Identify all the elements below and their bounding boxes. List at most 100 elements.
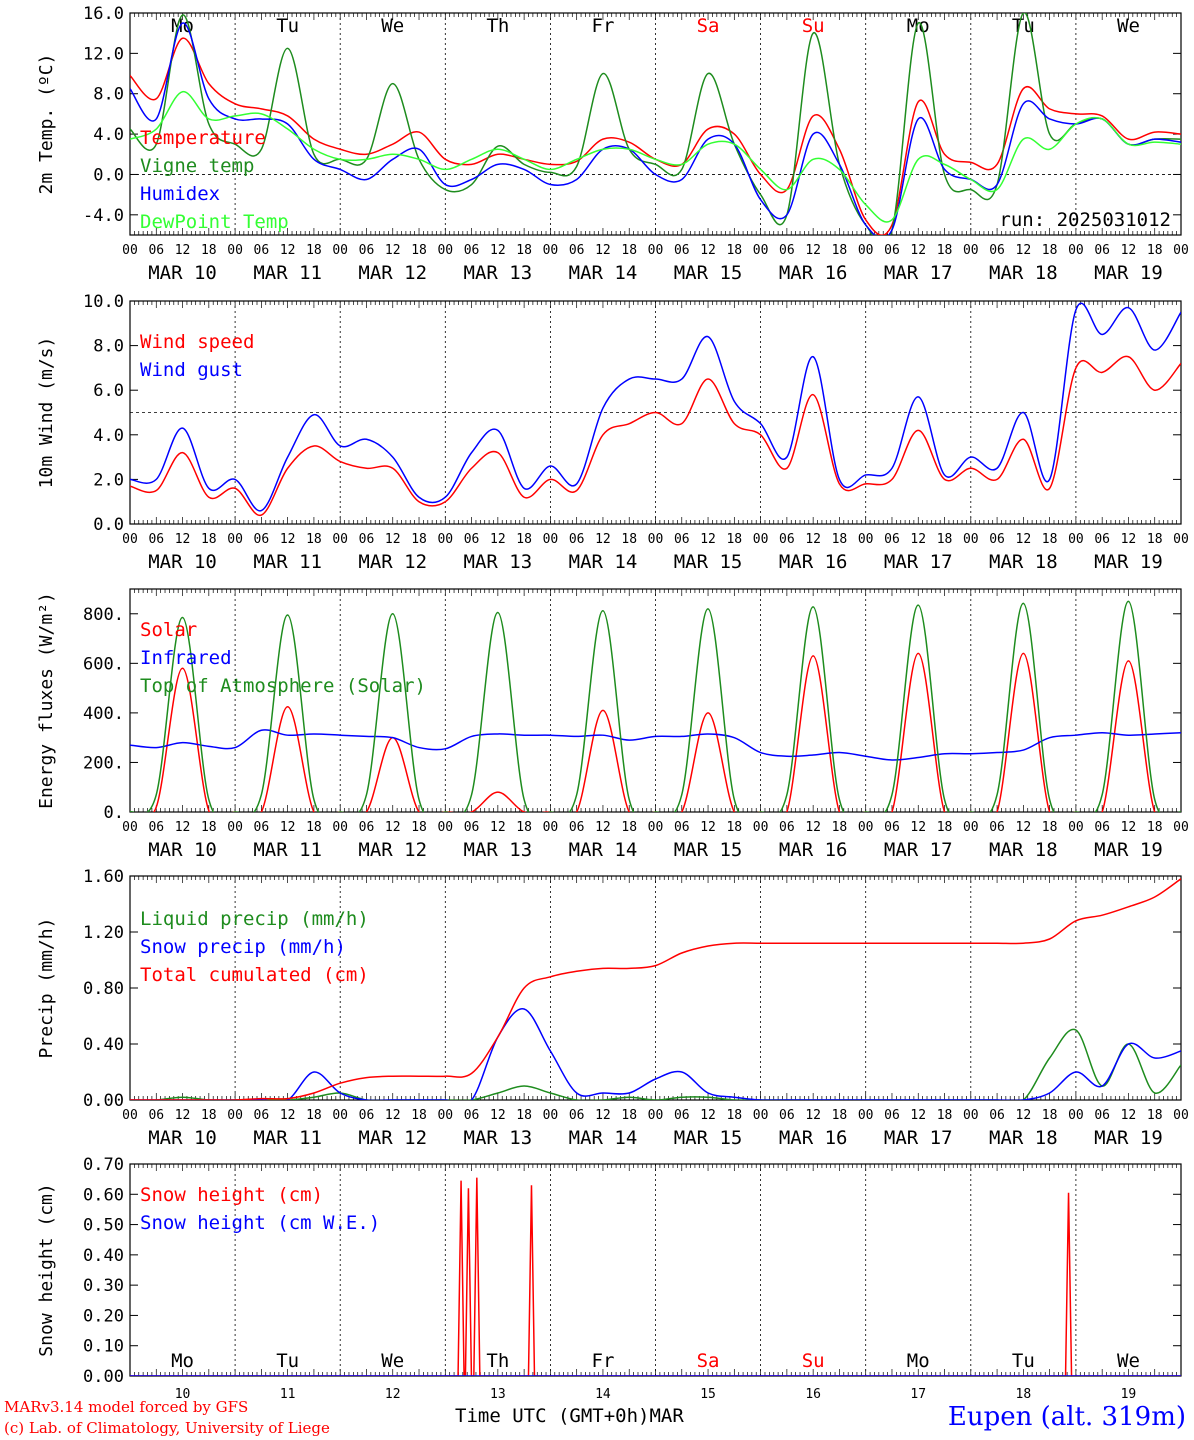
hour-tick-label: 18 [1042,1108,1058,1123]
hour-tick-label: 00 [437,820,453,835]
hour-tick-label: 18 [516,1108,532,1123]
hour-tick-label: 18 [832,1108,848,1123]
hour-tick-label: 18 [516,243,532,258]
hour-tick-label: 12 [910,532,926,547]
hour-tick-label: 18 [1147,243,1163,258]
weekday-label: Mo [171,1350,194,1372]
hour-tick-label: 00 [543,243,559,258]
date-label: MAR 12 [358,262,427,284]
hour-tick-label: 00 [1173,532,1189,547]
hour-tick-label: 12 [280,820,296,835]
hour-tick-label: 06 [884,243,900,258]
date-label: MAR 18 [989,1127,1058,1149]
legend-entry: Top of Atmosphere (Solar) [140,675,426,697]
legend-entry: Total cumulated (cm) [140,964,369,986]
date-label: MAR 18 [989,839,1058,861]
hour-tick-label: 18 [201,243,217,258]
hour-tick-label: 00 [1068,1108,1084,1123]
hour-tick-label: 18 [621,243,637,258]
date-label: MAR 11 [253,1127,322,1149]
y-tick-label: 0.40 [83,1246,124,1266]
y-tick-label: 1.20 [83,923,124,943]
date-label: MAR 12 [358,551,427,573]
hour-tick-label: 06 [569,1108,585,1123]
series-group [130,600,1181,812]
y-tick-label: 0.00 [83,1091,124,1111]
hour-tick-label: 00 [963,1108,979,1123]
weekday-label: Mo [907,1350,930,1372]
date-label: MAR 16 [779,551,848,573]
hour-tick-label: 12 [595,820,611,835]
date-label: MAR 13 [464,551,533,573]
hour-tick-label: 00 [543,820,559,835]
hour-tick-label: 06 [1094,243,1110,258]
day-number-label: 10 [175,1387,191,1402]
y-tick-label: 4.0 [93,125,124,145]
hour-tick-label: 18 [411,243,427,258]
hour-tick-label: 06 [1094,1108,1110,1123]
hour-tick-label: 12 [175,532,191,547]
hour-tick-label: 00 [1173,820,1189,835]
hour-tick-label: 06 [359,820,375,835]
hour-tick-label: 18 [832,243,848,258]
hour-tick-label: 12 [700,820,716,835]
legend-entry: Wind speed [140,331,254,353]
y-axis-label: Precip (mm/h) [36,918,57,1059]
y-axis-label: 2m Temp. (ºC) [36,54,57,195]
hour-tick-label: 00 [858,820,874,835]
hour-tick-label: 12 [700,1108,716,1123]
hour-tick-label: 12 [280,1108,296,1123]
date-label: MAR 11 [253,551,322,573]
hour-tick-label: 12 [1121,1108,1137,1123]
hour-tick-label: 18 [201,820,217,835]
panel-5: 0.00 0.10 0.20 0.30 0.40 0.50 0.60 0.70 Snow hei… [36,1155,1182,1402]
hour-tick-label: 12 [1016,1108,1032,1123]
hour-tick-label: 18 [306,820,322,835]
date-label: MAR 16 [779,839,848,861]
hour-tick-label: 00 [543,532,559,547]
hour-tick-label: 00 [753,532,769,547]
y-tick-label: 10.0 [83,292,124,312]
hour-tick-label: 00 [648,1108,664,1123]
weekday-label: Tu [1012,1350,1035,1372]
hour-tick-label: 12 [805,243,821,258]
hour-tick-label: 18 [411,820,427,835]
hour-tick-label: 00 [1068,820,1084,835]
hour-tick-label: 18 [937,1108,953,1123]
weekday-label: Su [802,15,825,37]
hour-tick-label: 18 [516,820,532,835]
hour-tick-label: 12 [910,243,926,258]
series-line-temperature [130,37,1181,235]
y-tick-label: 12.0 [83,44,124,64]
hour-tick-label: 12 [1016,820,1032,835]
y-tick-label: 0.00 [83,1367,124,1387]
hour-tick-label: 00 [648,820,664,835]
hour-tick-label: 00 [753,820,769,835]
y-axis-label: Energy fluxes (W/m²) [36,592,57,809]
legend-entry: Temperature [140,127,266,149]
hour-tick-label: 00 [122,243,138,258]
legend-entry: Solar [140,619,197,641]
day-number-label: 14 [595,1387,611,1402]
hour-tick-label: 06 [884,532,900,547]
series-line-wind-gust [130,302,1181,512]
hour-tick-label: 12 [805,532,821,547]
day-number-label: 17 [910,1387,926,1402]
hour-tick-label: 00 [963,243,979,258]
legend-entry: Liquid precip (mm/h) [140,908,369,930]
hour-tick-label: 06 [674,1108,690,1123]
y-tick-label: 16.0 [83,4,124,24]
date-label: MAR 19 [1094,839,1163,861]
y-tick-label: -4.0 [83,206,124,226]
hour-tick-label: 06 [1094,532,1110,547]
hour-tick-label: 00 [753,243,769,258]
hour-tick-label: 00 [648,243,664,258]
y-tick-label: 0.40 [83,1035,124,1055]
hour-tick-label: 06 [464,532,480,547]
date-label: MAR 14 [569,1127,638,1149]
y-tick-label: 0.20 [83,1306,124,1326]
hour-tick-label: 18 [1042,532,1058,547]
panel-1: -4.0 0.0 4.0 8.0 12.0 16.0 2m Temp. (ºC) 00 06 12… [36,4,1189,284]
date-label: MAR 18 [989,551,1058,573]
